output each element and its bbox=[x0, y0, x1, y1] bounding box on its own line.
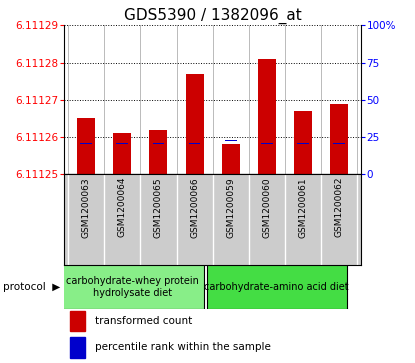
Text: GSM1200059: GSM1200059 bbox=[226, 177, 235, 238]
Text: protocol  ▶: protocol ▶ bbox=[3, 282, 60, 292]
Bar bbox=[330, 103, 348, 174]
Text: carbohydrate-amino acid diet: carbohydrate-amino acid diet bbox=[205, 282, 349, 292]
Text: GSM1200064: GSM1200064 bbox=[118, 177, 127, 237]
Text: GSM1200060: GSM1200060 bbox=[262, 177, 271, 238]
Text: GSM1200065: GSM1200065 bbox=[154, 177, 163, 238]
Text: GSM1200063: GSM1200063 bbox=[81, 177, 90, 238]
Bar bbox=[61, 265, 204, 309]
Bar bbox=[258, 59, 276, 174]
Title: GDS5390 / 1382096_at: GDS5390 / 1382096_at bbox=[124, 8, 302, 24]
Bar bbox=[207, 265, 347, 309]
Bar bbox=[80, 143, 92, 144]
Text: transformed count: transformed count bbox=[95, 316, 192, 326]
Text: percentile rank within the sample: percentile rank within the sample bbox=[95, 342, 271, 352]
Bar bbox=[334, 143, 345, 144]
Bar bbox=[186, 74, 204, 174]
Text: carbohydrate-whey protein
hydrolysate diet: carbohydrate-whey protein hydrolysate di… bbox=[66, 276, 199, 298]
Text: GSM1200066: GSM1200066 bbox=[190, 177, 199, 238]
Bar bbox=[294, 111, 312, 174]
Bar bbox=[113, 133, 131, 174]
Bar bbox=[189, 143, 200, 144]
Bar bbox=[70, 311, 85, 331]
Text: GSM1200061: GSM1200061 bbox=[299, 177, 308, 238]
Text: GSM1200062: GSM1200062 bbox=[335, 177, 344, 237]
Bar bbox=[116, 143, 128, 144]
Bar bbox=[77, 118, 95, 174]
Bar bbox=[149, 130, 168, 174]
Bar bbox=[153, 143, 164, 144]
Bar bbox=[261, 143, 273, 144]
Bar bbox=[70, 337, 85, 358]
Bar bbox=[297, 143, 309, 144]
Bar bbox=[225, 140, 237, 142]
Bar bbox=[222, 144, 240, 174]
